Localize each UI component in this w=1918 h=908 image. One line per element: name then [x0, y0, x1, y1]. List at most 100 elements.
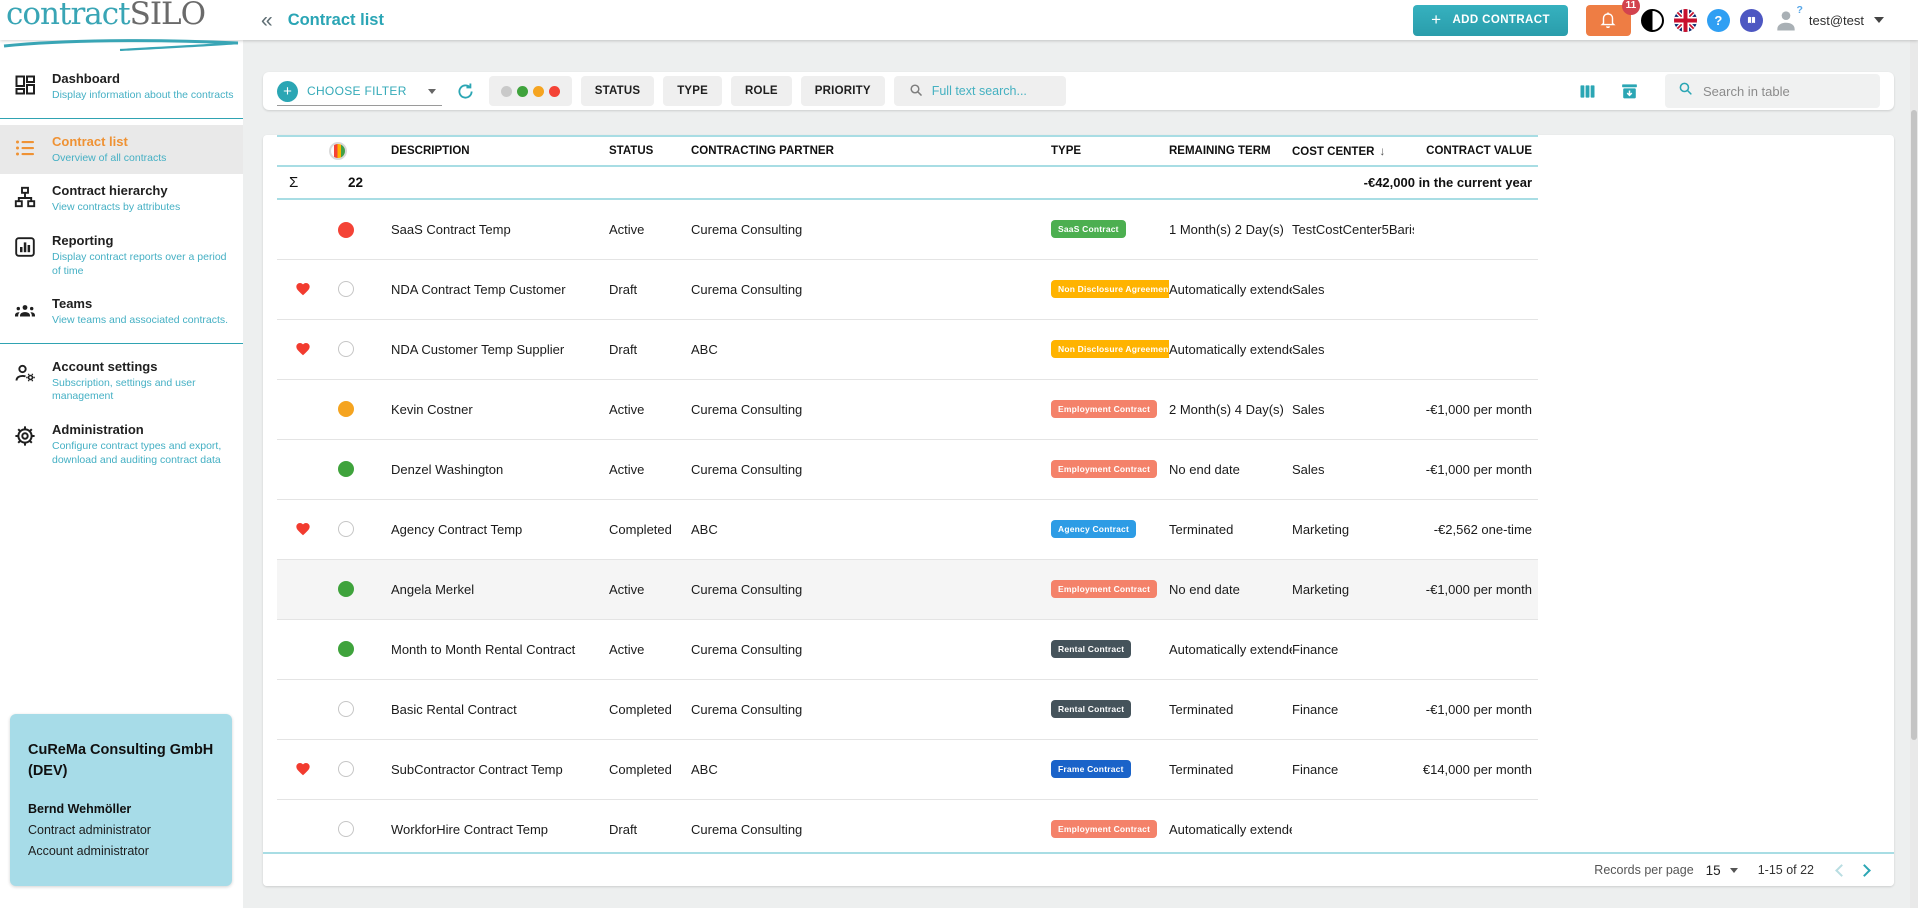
table-row[interactable]: SaaS Contract Temp Active Curema Consult… [277, 199, 1538, 260]
choose-filter-select[interactable]: + CHOOSE FILTER [277, 72, 442, 110]
help-button[interactable]: ? [1706, 8, 1730, 32]
theme-contrast-toggle[interactable] [1640, 8, 1664, 32]
sidebar-item-description: View teams and associated contracts. [52, 314, 229, 327]
sidebar-item-teams[interactable]: Teams View teams and associated contract… [0, 287, 243, 337]
notifications-button[interactable]: 11 [1585, 0, 1640, 36]
contract-description[interactable]: Denzel Washington [373, 439, 601, 500]
table-row[interactable]: WorkforHire Contract Temp Draft Curema C… [277, 799, 1538, 860]
table-row[interactable]: NDA Customer Temp Supplier Draft ABC Non… [277, 319, 1538, 380]
contract-type-badge: Employment Contract [1051, 400, 1158, 418]
column-header-cost-center[interactable]: COST CENTER ↓ [1292, 135, 1414, 167]
contracting-partner: Curema Consulting [691, 559, 1051, 620]
search-icon [1677, 80, 1694, 102]
add-contract-button[interactable]: + ADD CONTRACT [1413, 4, 1568, 36]
contract-value: €14,000 per month [1414, 739, 1538, 800]
sidebar-item-reporting[interactable]: Reporting Display contract reports over … [0, 224, 243, 287]
table-row[interactable]: SubContractor Contract Temp Completed AB… [277, 739, 1538, 800]
favorite-heart-icon[interactable] [295, 341, 311, 357]
favorite-heart-icon[interactable] [295, 281, 311, 297]
user-email[interactable]: test@test [1808, 12, 1864, 28]
company-name: CuReMa Consulting GmbH (DEV) [28, 741, 214, 779]
next-page-button[interactable] [1858, 863, 1871, 877]
contracting-partner: ABC [691, 319, 1051, 380]
contract-status: Completed [601, 739, 691, 800]
sidebar-item-dashboard[interactable]: Dashboard Display information about the … [0, 62, 243, 112]
filter-chip-role[interactable]: ROLE [731, 76, 792, 106]
table-row[interactable]: Angela Merkel Active Curema Consulting E… [277, 559, 1538, 620]
refresh-button[interactable] [455, 81, 476, 102]
dashboard-icon [12, 71, 38, 97]
contract-status: Draft [601, 799, 691, 860]
table-row[interactable]: Month to Month Rental Contract Active Cu… [277, 619, 1538, 680]
filter-chip-type[interactable]: TYPE [663, 76, 723, 106]
sidebar-item-contract-list[interactable]: Contract list Overview of all contracts [0, 124, 243, 175]
sidebar-collapse-button[interactable]: « [261, 8, 273, 32]
table-search-input[interactable] [1703, 83, 1863, 99]
table-row[interactable]: Kevin Costner Active Curema Consulting E… [277, 379, 1538, 440]
table-row[interactable]: Basic Rental Contract Completed Curema C… [277, 679, 1538, 740]
avatar-question-badge: ? [1796, 4, 1803, 16]
contracting-partner: Curema Consulting [691, 619, 1051, 680]
plus-icon: + [1431, 10, 1442, 29]
column-header-status[interactable]: STATUS [601, 135, 691, 167]
table-header-row: DESCRIPTION STATUS CONTRACTING PARTNER T… [277, 135, 1538, 167]
column-header-description[interactable]: DESCRIPTION [373, 135, 601, 167]
column-header-remaining-term[interactable]: REMAINING TERM [1169, 135, 1292, 167]
pagination: Records per page 15 1-15 of 22 [263, 852, 1894, 886]
contract-description[interactable]: Month to Month Rental Contract [373, 619, 601, 680]
full-text-search[interactable] [893, 76, 1066, 106]
table-row[interactable]: Agency Contract Temp Completed ABC Agenc… [277, 499, 1538, 560]
contract-description[interactable]: Kevin Costner [373, 379, 601, 440]
scrollbar-thumb[interactable] [1911, 110, 1917, 740]
choose-filter-label: CHOOSE FILTER [307, 84, 407, 98]
cost-center: Finance [1292, 619, 1414, 680]
contract-description[interactable]: Agency Contract Temp [373, 499, 601, 560]
filter-chip-status[interactable]: STATUS [580, 76, 655, 106]
traffic-dot-green [516, 85, 528, 97]
contract-description[interactable]: SubContractor Contract Temp [373, 739, 601, 800]
contract-status: Active [601, 199, 691, 260]
sidebar-item-account-settings[interactable]: Account settings Subscription, settings … [0, 350, 243, 413]
remaining-term: Terminated [1169, 679, 1292, 740]
contract-type-badge: SaaS Contract [1051, 220, 1126, 239]
contract-description[interactable]: Angela Merkel [373, 559, 601, 620]
scrollbar-track[interactable] [1910, 40, 1918, 908]
contract-value: -€1,000 per month [1414, 439, 1538, 500]
contract-description[interactable]: Basic Rental Contract [373, 679, 601, 740]
remaining-term: 1 Month(s) 2 Day(s) [1169, 199, 1292, 260]
language-flag-icon[interactable] [1673, 8, 1697, 32]
sidebar-item-contract-hierarchy[interactable]: Contract hierarchy View contracts by att… [0, 174, 243, 224]
column-settings-button[interactable] [1577, 81, 1598, 102]
column-header-type[interactable]: TYPE [1051, 135, 1169, 167]
table-search[interactable] [1665, 74, 1880, 108]
archive-button[interactable] [1619, 81, 1640, 102]
logo-text-secondary: SILO [129, 0, 206, 32]
contract-description[interactable]: SaaS Contract Temp [373, 199, 601, 260]
traffic-light-column-icon[interactable] [329, 142, 347, 160]
favorite-heart-icon[interactable] [295, 761, 311, 777]
filter-chip-priority[interactable]: PRIORITY [800, 76, 885, 106]
filter-toolbar: + CHOOSE FILTER STATUS TYPE ROLE PRIORIT… [263, 72, 1894, 110]
sidebar-item-label: Dashboard [52, 71, 120, 86]
table-row[interactable]: Denzel Washington Active Curema Consulti… [277, 439, 1538, 500]
documentation-button[interactable] [1739, 8, 1763, 32]
favorite-heart-icon[interactable] [295, 521, 311, 537]
sort-desc-icon: ↓ [1379, 144, 1386, 158]
user-avatar[interactable]: ? [1773, 4, 1803, 33]
column-header-contract-value[interactable]: CONTRACT VALUE [1414, 135, 1538, 167]
contract-description[interactable]: WorkforHire Contract Temp [373, 799, 601, 860]
contract-description[interactable]: NDA Customer Temp Supplier [373, 319, 601, 380]
prev-page-button[interactable] [1835, 863, 1848, 877]
sidebar-item-administration[interactable]: Administration Configure contract types … [0, 413, 243, 476]
contract-description[interactable]: NDA Contract Temp Customer [373, 259, 601, 320]
table-body: SaaS Contract Temp Active Curema Consult… [277, 199, 1538, 860]
page-size-select[interactable]: 15 [1706, 863, 1738, 878]
traffic-light-filter-chip[interactable] [488, 76, 572, 106]
app-logo[interactable]: contractSILO [0, 0, 243, 52]
column-header-contracting-partner[interactable]: CONTRACTING PARTNER [691, 135, 1051, 167]
sidebar-item-description: Subscription, settings and user manageme… [52, 376, 196, 403]
table-row[interactable]: NDA Contract Temp Customer Draft Curema … [277, 259, 1538, 320]
user-menu-caret-icon[interactable] [1874, 17, 1884, 23]
remaining-term: No end date [1169, 559, 1292, 620]
full-text-search-input[interactable] [931, 84, 1057, 98]
